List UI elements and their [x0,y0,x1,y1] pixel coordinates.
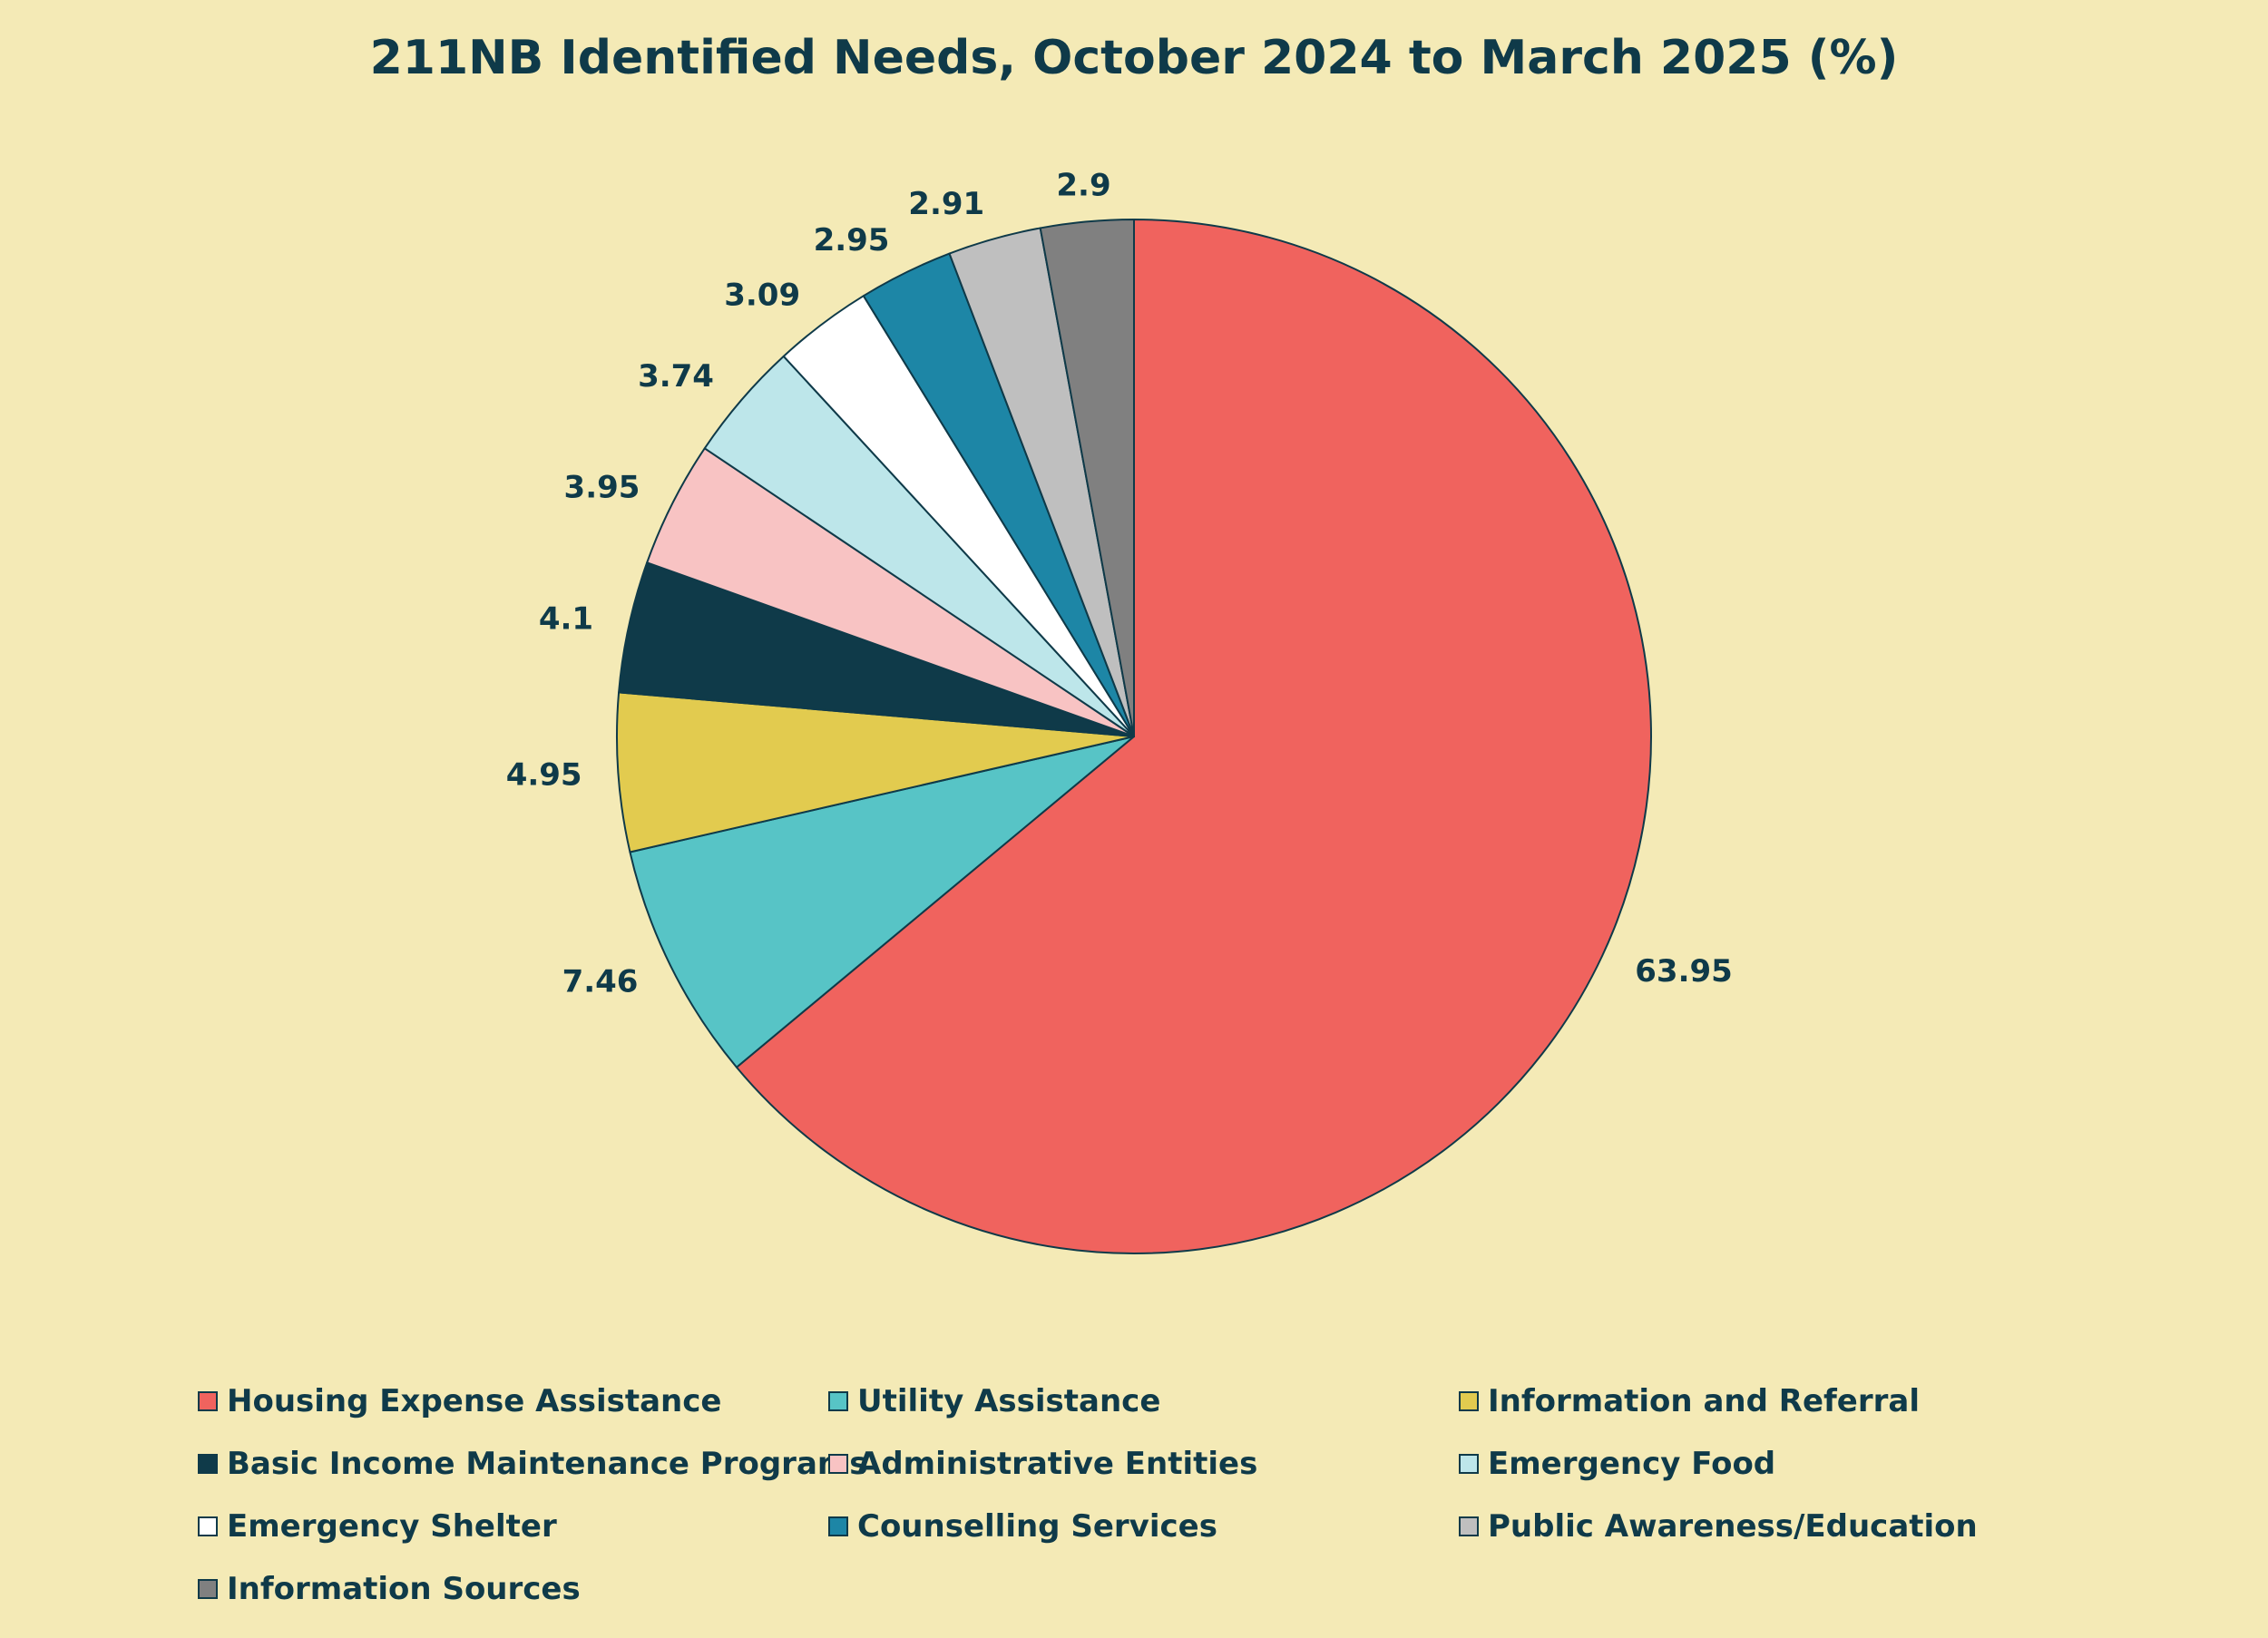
slice-value-label: 4.95 [506,757,582,794]
slice-value-label: 3.74 [638,358,714,395]
legend-swatch [198,1391,218,1411]
legend-item: Housing Expense Assistance [198,1382,828,1420]
slice-value-label: 3.95 [564,469,640,505]
slice-value-label: 2.95 [814,222,890,258]
legend-item: Information Sources [198,1570,828,1608]
slice-value-label: 7.46 [562,964,639,1000]
pie-slice-10 [1039,219,1135,737]
legend-label: Administrative Entities [857,1446,1258,1482]
slice-value-label: 3.09 [724,278,800,314]
slice-value-label: 2.91 [908,186,984,222]
legend-swatch [198,1454,218,1474]
legend-label: Information and Referral [1488,1383,1920,1419]
pie-slice-2 [629,736,1135,1068]
slice-value-label: 2.9 [1056,168,1110,204]
legend-item: Information and Referral [1459,1382,2089,1420]
legend-label: Basic Income Maintenance Programs [227,1446,868,1482]
legend-swatch [198,1579,218,1599]
legend-swatch [828,1391,848,1411]
legend-item: Public Awareness/Education [1459,1507,2089,1545]
legend-swatch [198,1516,218,1536]
legend-swatch [1459,1516,1479,1536]
legend-label: Emergency Food [1488,1446,1776,1482]
legend-swatch [828,1454,848,1474]
legend-swatch [1459,1391,1479,1411]
pie-slice-1 [735,219,1652,1254]
legend-item: Utility Assistance [828,1382,1459,1420]
legend-item: Administrative Entities [828,1445,1459,1483]
legend-label: Information Sources [227,1571,581,1607]
legend-label: Emergency Shelter [227,1508,557,1545]
legend-label: Public Awareness/Education [1488,1508,1978,1545]
legend-item: Emergency Food [1459,1445,2089,1483]
legend-swatch [1459,1454,1479,1474]
chart-legend: Housing Expense Assistance Utility Assist… [198,1382,2103,1608]
legend-label: Counselling Services [857,1508,1217,1545]
legend-item: Basic Income Maintenance Programs [198,1445,868,1483]
legend-item: Emergency Shelter [198,1507,828,1545]
legend-item: Counselling Services [828,1507,1459,1545]
pie-chart: 63.95 7.46 4.95 4.1 3.95 3.74 3.09 2.95 2.91 2.9 [506,168,1733,1254]
slice-value-label: 4.1 [539,600,593,637]
pie-slice-3 [616,691,1135,853]
legend-swatch [828,1516,848,1536]
chart-title: 211NB Identified Needs, October 2024 to … [369,31,1899,85]
slice-value-label: 63.95 [1635,953,1733,990]
legend-label: Utility Assistance [857,1383,1161,1419]
legend-label: Housing Expense Assistance [227,1383,722,1419]
